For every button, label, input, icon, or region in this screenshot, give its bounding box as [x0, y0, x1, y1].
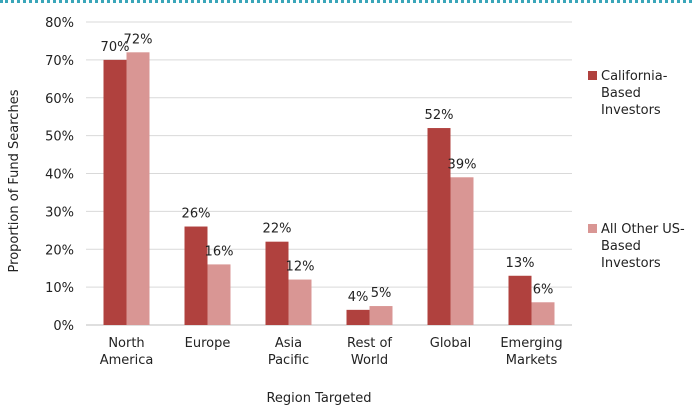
y-tick-label: 80%: [45, 16, 74, 31]
data-label: 16%: [205, 244, 234, 259]
data-label: 39%: [448, 157, 477, 172]
data-label: 5%: [371, 286, 392, 301]
x-category-label: Global: [430, 336, 471, 351]
y-tick-label: 60%: [45, 92, 74, 107]
bar: [265, 241, 289, 325]
bar: [207, 264, 231, 325]
bar: [346, 309, 370, 325]
data-label: 70%: [101, 40, 130, 55]
bar: [126, 52, 150, 326]
bar: [450, 177, 474, 325]
legend-label: California-Based Investors: [601, 69, 668, 118]
data-label: 22%: [263, 222, 292, 237]
y-axis-ticks: 0% 10% 20% 30% 40% 50% 60% 70% 80%: [45, 16, 74, 334]
bar: [427, 128, 451, 325]
x-category-label: Emerging Markets: [500, 336, 562, 368]
y-tick-label: 20%: [45, 243, 74, 258]
top-dotted-border: [0, 0, 692, 6]
bar: [531, 302, 555, 325]
data-label: 52%: [425, 108, 454, 123]
bar: [508, 275, 532, 325]
data-labels: 70%72% 26% 16% 22% 12% 4% 5% 52% 39% 13% 6%: [101, 32, 554, 305]
x-category-label: Rest of World: [347, 336, 392, 368]
legend-label: All Other US-Based Investors: [601, 222, 685, 271]
x-category-label: Asia Pacific: [268, 336, 309, 368]
data-label: 26%: [182, 207, 211, 222]
y-axis-title: Proportion of Fund Searches: [7, 89, 22, 272]
legend-swatch: [588, 71, 597, 80]
legend: California-Based Investors All Other US-Ba…: [588, 69, 685, 271]
bar: [288, 279, 312, 325]
bar: [369, 306, 393, 325]
x-category-label: North America: [100, 336, 154, 368]
x-category-label: Europe: [185, 336, 231, 351]
bar: [184, 226, 208, 325]
y-tick-label: 50%: [45, 130, 74, 145]
y-tick-label: 70%: [45, 54, 74, 69]
data-label: 12%: [286, 260, 315, 275]
data-label: 6%: [533, 282, 554, 297]
data-label: 4%: [348, 290, 369, 305]
y-tick-label: 30%: [45, 205, 74, 220]
x-axis-title: Region Targeted: [266, 391, 371, 406]
x-axis-categories: North America Europe Asia Pacific Rest of Worl…: [100, 336, 563, 368]
gridlines: [86, 21, 572, 326]
data-label: 72%: [124, 32, 153, 47]
y-tick-label: 0%: [53, 319, 74, 334]
y-tick-label: 10%: [45, 281, 74, 296]
legend-swatch: [588, 224, 597, 233]
bars: [103, 52, 555, 326]
data-label: 13%: [506, 256, 535, 271]
y-tick-label: 40%: [45, 168, 74, 183]
bar: [103, 59, 127, 325]
